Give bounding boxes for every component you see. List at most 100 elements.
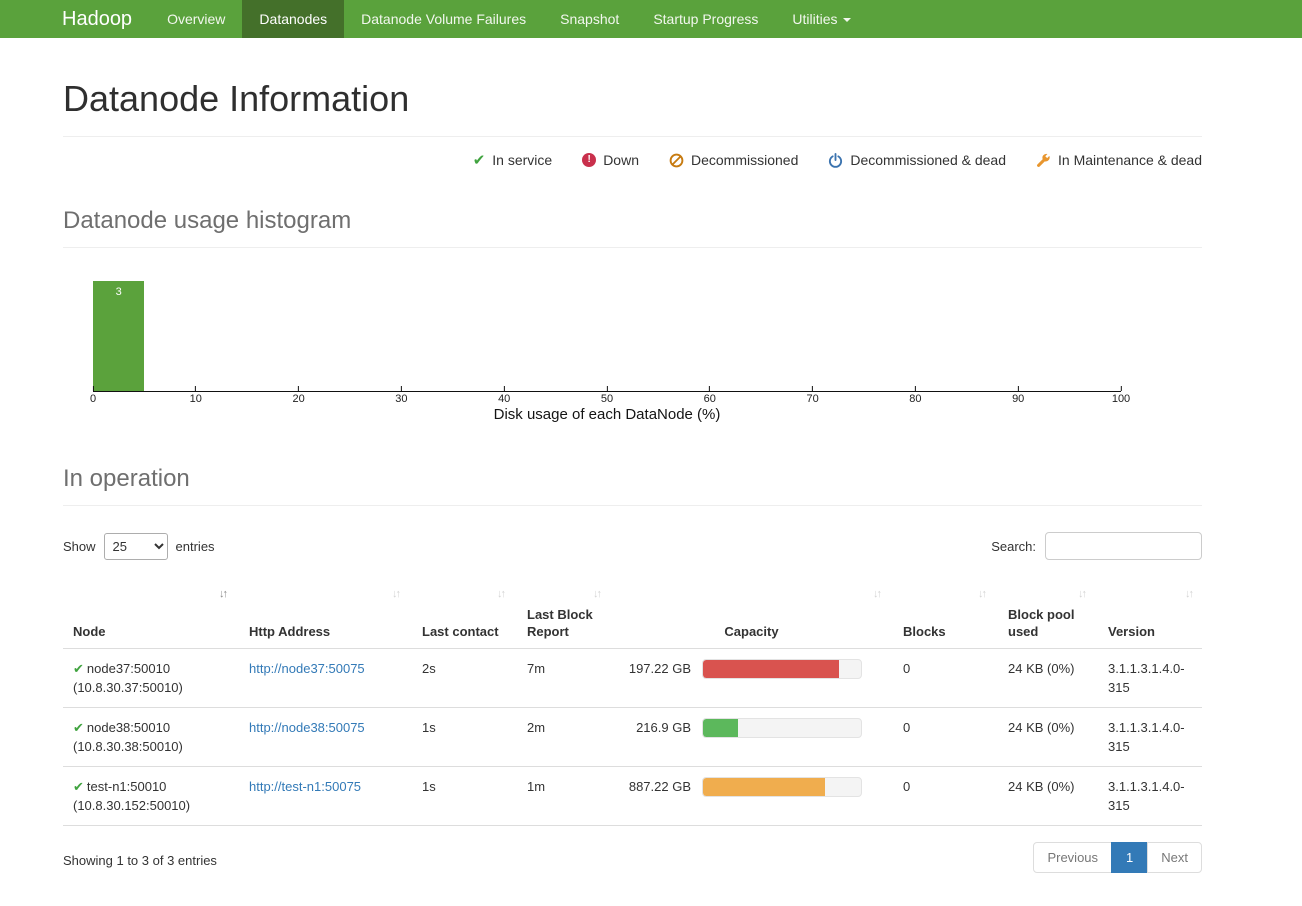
legend-label: Decommissioned & dead [850, 152, 1006, 168]
table-controls: Show 25 entries Search: [63, 532, 1202, 560]
nav-item-utilities[interactable]: Utilities [775, 0, 867, 38]
x-tick: 0 [90, 386, 96, 405]
nav-item-startup-progress[interactable]: Startup Progress [653, 11, 759, 27]
capacity-progress-track [702, 777, 862, 797]
histogram-section-title: Datanode usage histogram [63, 207, 352, 234]
http-address-link[interactable]: http://node37:50075 [249, 661, 365, 676]
http-address-link[interactable]: http://test-n1:50075 [249, 779, 362, 794]
x-axis-ticks: 0 10 20 30 40 50 60 70 80 90 100 [90, 386, 1130, 410]
check-icon: ✔ [73, 720, 84, 735]
operation-section-title: In operation [63, 465, 190, 492]
histogram-bar-count: 3 [115, 286, 122, 298]
datanodes-table: ↓↑ Node ↓↑ Http Address ↓↑ Last contact ↓↑ L… [63, 580, 1202, 826]
column-header-capacity[interactable]: ↓↑ Capacity [610, 580, 890, 649]
capacity-bar-fill [703, 660, 839, 678]
x-tick: 30 [395, 386, 408, 405]
column-header-version[interactable]: ↓↑ Version [1095, 580, 1202, 649]
block-pool-used-cell: 24 KB (0%) [995, 707, 1095, 767]
x-tick: 80 [909, 386, 922, 405]
table-row: ✔ test-n1:50010 (10.8.30.152:50010) http:… [63, 766, 1202, 826]
x-tick: 100 [1112, 386, 1130, 405]
capacity-bar-fill [703, 719, 738, 737]
x-tick: 10 [190, 386, 202, 405]
capacity-cell: 887.22 GB [610, 766, 890, 826]
entries-label: entries [175, 538, 215, 554]
page-length-select[interactable]: 25 [103, 532, 168, 560]
table-footer: Showing 1 to 3 of 3 entries Previous 1 N… [63, 834, 1202, 873]
column-header-last-contact[interactable]: ↓↑ Last contact [409, 580, 514, 649]
nav-items: Overview Datanodes Datanode Volume Failu… [150, 0, 867, 38]
node-name: node37:50010 [86, 661, 171, 676]
sort-icon: ↓↑ [593, 588, 602, 600]
nav-item-datanodes[interactable]: Datanodes [242, 0, 345, 38]
page-1-button[interactable]: 1 [1111, 842, 1149, 873]
next-page-button[interactable]: Next [1147, 842, 1202, 873]
x-tick: 20 [292, 386, 305, 405]
column-header-http-address[interactable]: ↓↑ Http Address [236, 580, 409, 649]
previous-page-button[interactable]: Previous [1033, 842, 1113, 873]
node-address: (10.8.30.37:50010) [73, 680, 183, 695]
table-header-row: ↓↑ Node ↓↑ Http Address ↓↑ Last contact ↓↑ L… [63, 580, 1202, 649]
blocks-cell: 0 [890, 648, 995, 708]
brand-hadoop[interactable]: Hadoop [62, 8, 133, 30]
legend-in-service: ✔ In service [473, 151, 553, 169]
node-address: (10.8.30.38:50010) [73, 739, 183, 754]
pagination: Previous 1 Next [1033, 842, 1202, 873]
chevron-down-icon [842, 18, 851, 22]
last-block-report-cell: 2m [514, 707, 610, 767]
http-address-link[interactable]: http://node38:50075 [249, 720, 365, 735]
capacity-value: 197.22 GB [628, 661, 691, 676]
node-cell: ✔ node37:50010 (10.8.30.37:50010) [63, 648, 236, 708]
datanode-usage-histogram: 3 0 10 20 30 40 50 60 70 80 90 100 Disk usage of e… [63, 281, 1202, 423]
ban-icon [669, 153, 684, 167]
operation-divider [63, 505, 1202, 506]
nav-item-snapshot[interactable]: Snapshot [560, 11, 620, 27]
version-cell: 3.1.1.3.1.4.0-315 [1095, 648, 1202, 708]
column-header-blocks[interactable]: ↓↑ Blocks [890, 580, 995, 649]
nav-item-datanode-volume-failures[interactable]: Datanode Volume Failures [361, 11, 527, 27]
table-row: ✔ node38:50010 (10.8.30.38:50010) http://… [63, 707, 1202, 767]
capacity-value: 887.22 GB [628, 779, 691, 794]
capacity-value: 216.9 GB [636, 720, 691, 735]
last-block-report-cell: 7m [514, 648, 610, 708]
wrench-icon [1037, 153, 1050, 167]
http-address-cell: http://node37:50075 [236, 648, 409, 708]
power-icon [829, 152, 843, 168]
sort-icon: ↓↑ [1078, 588, 1087, 600]
x-tick: 70 [806, 386, 819, 405]
search-control: Search: [991, 532, 1202, 560]
x-tick: 90 [1012, 386, 1024, 405]
column-header-last-block-report[interactable]: ↓↑ Last Block Report [514, 580, 610, 649]
block-pool-used-cell: 24 KB (0%) [995, 766, 1095, 826]
exclamation-circle-icon: ! [582, 153, 597, 167]
capacity-cell: 216.9 GB [610, 707, 890, 767]
navbar: Hadoop Overview Datanodes Datanode Volum… [0, 0, 1302, 38]
x-tick: 50 [601, 386, 613, 405]
node-cell: ✔ test-n1:50010 (10.8.30.152:50010) [63, 766, 236, 826]
column-header-node[interactable]: ↓↑ Node [63, 580, 236, 649]
legend-decommissioned: Decommissioned [669, 151, 798, 169]
http-address-cell: http://node38:50075 [236, 707, 409, 767]
node-name: test-n1:50010 [86, 779, 167, 794]
sort-icon: ↓↑ [219, 588, 228, 600]
show-label: Show [63, 538, 96, 554]
check-icon: ✔ [472, 152, 486, 169]
nav-item-overview[interactable]: Overview [167, 11, 226, 27]
page-container: Datanode Information ✔ In service ! Down… [63, 78, 1202, 873]
x-tick: 60 [704, 386, 716, 405]
blocks-cell: 0 [890, 707, 995, 767]
check-icon: ✔ [73, 779, 84, 794]
sort-icon: ↓↑ [497, 588, 506, 600]
node-address: (10.8.30.152:50010) [73, 798, 191, 813]
blocks-cell: 0 [890, 766, 995, 826]
legend-decommissioned-dead: Decommissioned & dead [828, 151, 1006, 169]
legend-label: In service [492, 152, 553, 168]
search-input[interactable] [1045, 532, 1202, 560]
column-header-block-pool-used[interactable]: ↓↑ Block pool used [995, 580, 1095, 649]
legend-label: Down [603, 152, 639, 168]
node-state-legend: ✔ In service ! Down Decommissioned Decom… [63, 151, 1202, 169]
version-cell: 3.1.1.3.1.4.0-315 [1095, 766, 1202, 826]
legend-label: Decommissioned [690, 152, 799, 168]
legend-label: In Maintenance & dead [1058, 152, 1202, 168]
sort-icon: ↓↑ [873, 588, 882, 600]
